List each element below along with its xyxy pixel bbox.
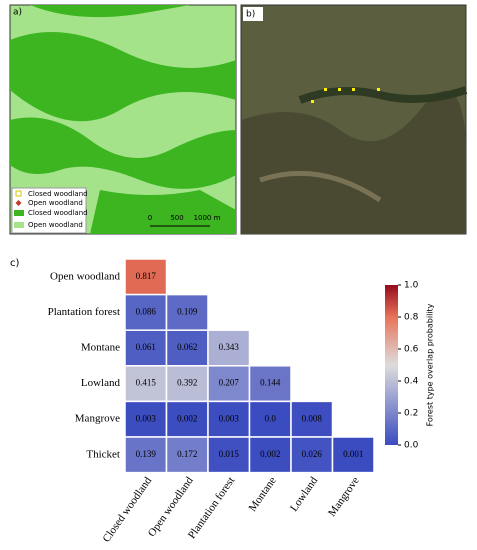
panel-label-box	[243, 7, 263, 21]
map-patch	[90, 190, 236, 234]
scale-label: 0	[148, 214, 152, 222]
row-label: Lowland	[81, 377, 121, 389]
cell-label: 0.003	[136, 413, 157, 423]
legend-label: Open woodland	[28, 199, 83, 207]
legend-label: Closed woodland	[28, 209, 88, 217]
legend-symbol	[14, 222, 24, 228]
colorbar-tick-label: 0.8	[404, 313, 419, 323]
cell-label: 0.415	[136, 378, 157, 388]
cell-label: 0.002	[177, 413, 197, 423]
column-label: Lowland	[288, 474, 321, 513]
colorbar-tick-label: 0.2	[404, 409, 418, 419]
cell-label: 0.172	[177, 449, 197, 459]
heatmap-cell	[207, 365, 251, 403]
heatmap-cell	[124, 258, 168, 296]
panel-label: a)	[13, 8, 22, 18]
map-patch	[10, 117, 236, 189]
cell-label: 0.061	[136, 342, 156, 352]
map-patch	[10, 32, 236, 122]
cell-label: 0.392	[177, 378, 197, 388]
legend-symbol	[15, 190, 22, 197]
row-label: Plantation forest	[48, 306, 120, 318]
heatmap-cell	[207, 329, 251, 367]
map-marker	[352, 88, 355, 91]
scale-label: 1000 m	[194, 214, 221, 222]
map-marker	[311, 100, 314, 103]
row-label: Montane	[81, 342, 120, 354]
colorbar-tick-label: 1.0	[404, 281, 419, 291]
legend-symbol	[14, 210, 24, 216]
scale-label: 500	[170, 214, 183, 222]
cell-label: 0.008	[302, 413, 323, 423]
cell-label: 0.062	[177, 342, 197, 352]
column-label: Mangrove	[326, 475, 362, 519]
row-label: Mangrove	[75, 413, 120, 425]
cell-label: 0.001	[343, 449, 363, 459]
map-a: Closed woodland Open woodland Closed woo…	[9, 4, 237, 235]
row-label: Thicket	[86, 448, 120, 460]
heatmap-cell	[124, 329, 168, 367]
legend-label: Closed woodland	[28, 190, 88, 198]
heatmap-cell	[165, 365, 209, 403]
map-patch	[30, 5, 190, 18]
map-marker	[377, 88, 380, 91]
cell-label: 0.026	[302, 449, 323, 459]
map-terrain	[241, 90, 466, 234]
colorbar-label: Forest type overlap probability	[426, 303, 435, 426]
map-marker	[324, 88, 327, 91]
cell-label: 0.002	[260, 449, 280, 459]
heatmap-cell	[331, 436, 375, 474]
cell-label: 0.207	[219, 378, 240, 388]
column-label: Montane	[247, 475, 279, 514]
colorbar	[385, 285, 398, 445]
map-ridge	[259, 170, 382, 203]
cell-label: 0.109	[177, 306, 198, 316]
cell-label: 0.086	[136, 306, 157, 316]
heatmap-cell	[165, 400, 209, 438]
cell-label: 0.015	[219, 449, 240, 459]
panel-label: c)	[10, 258, 19, 269]
colorbar-tick-label: 0.6	[404, 345, 419, 355]
cell-label: 0.343	[219, 342, 240, 352]
map-b: b)	[240, 4, 468, 235]
panel-label: b)	[246, 10, 255, 20]
heatmap-cell	[165, 329, 209, 367]
heatmap-cell	[290, 436, 334, 474]
legend-label: Open woodland	[28, 221, 83, 229]
cell-label: 0.0	[265, 413, 277, 423]
heatmap-cell	[165, 293, 209, 331]
legend-symbol	[15, 200, 22, 206]
row-label: Open woodland	[50, 270, 120, 282]
map-legend	[11, 187, 87, 234]
colorbar-tick-label: 0.4	[404, 377, 419, 387]
heatmap-cell	[165, 436, 209, 474]
colorbar-tick-label: 0.0	[404, 441, 419, 451]
cell-label: 0.139	[136, 449, 157, 459]
cell-label: 0.003	[219, 413, 240, 423]
map-marker	[338, 88, 341, 91]
cell-label: 0.144	[260, 378, 281, 388]
map-ridge	[298, 86, 468, 104]
cell-label: 0.817	[136, 271, 157, 281]
column-label: Closed woodland	[100, 474, 154, 544]
